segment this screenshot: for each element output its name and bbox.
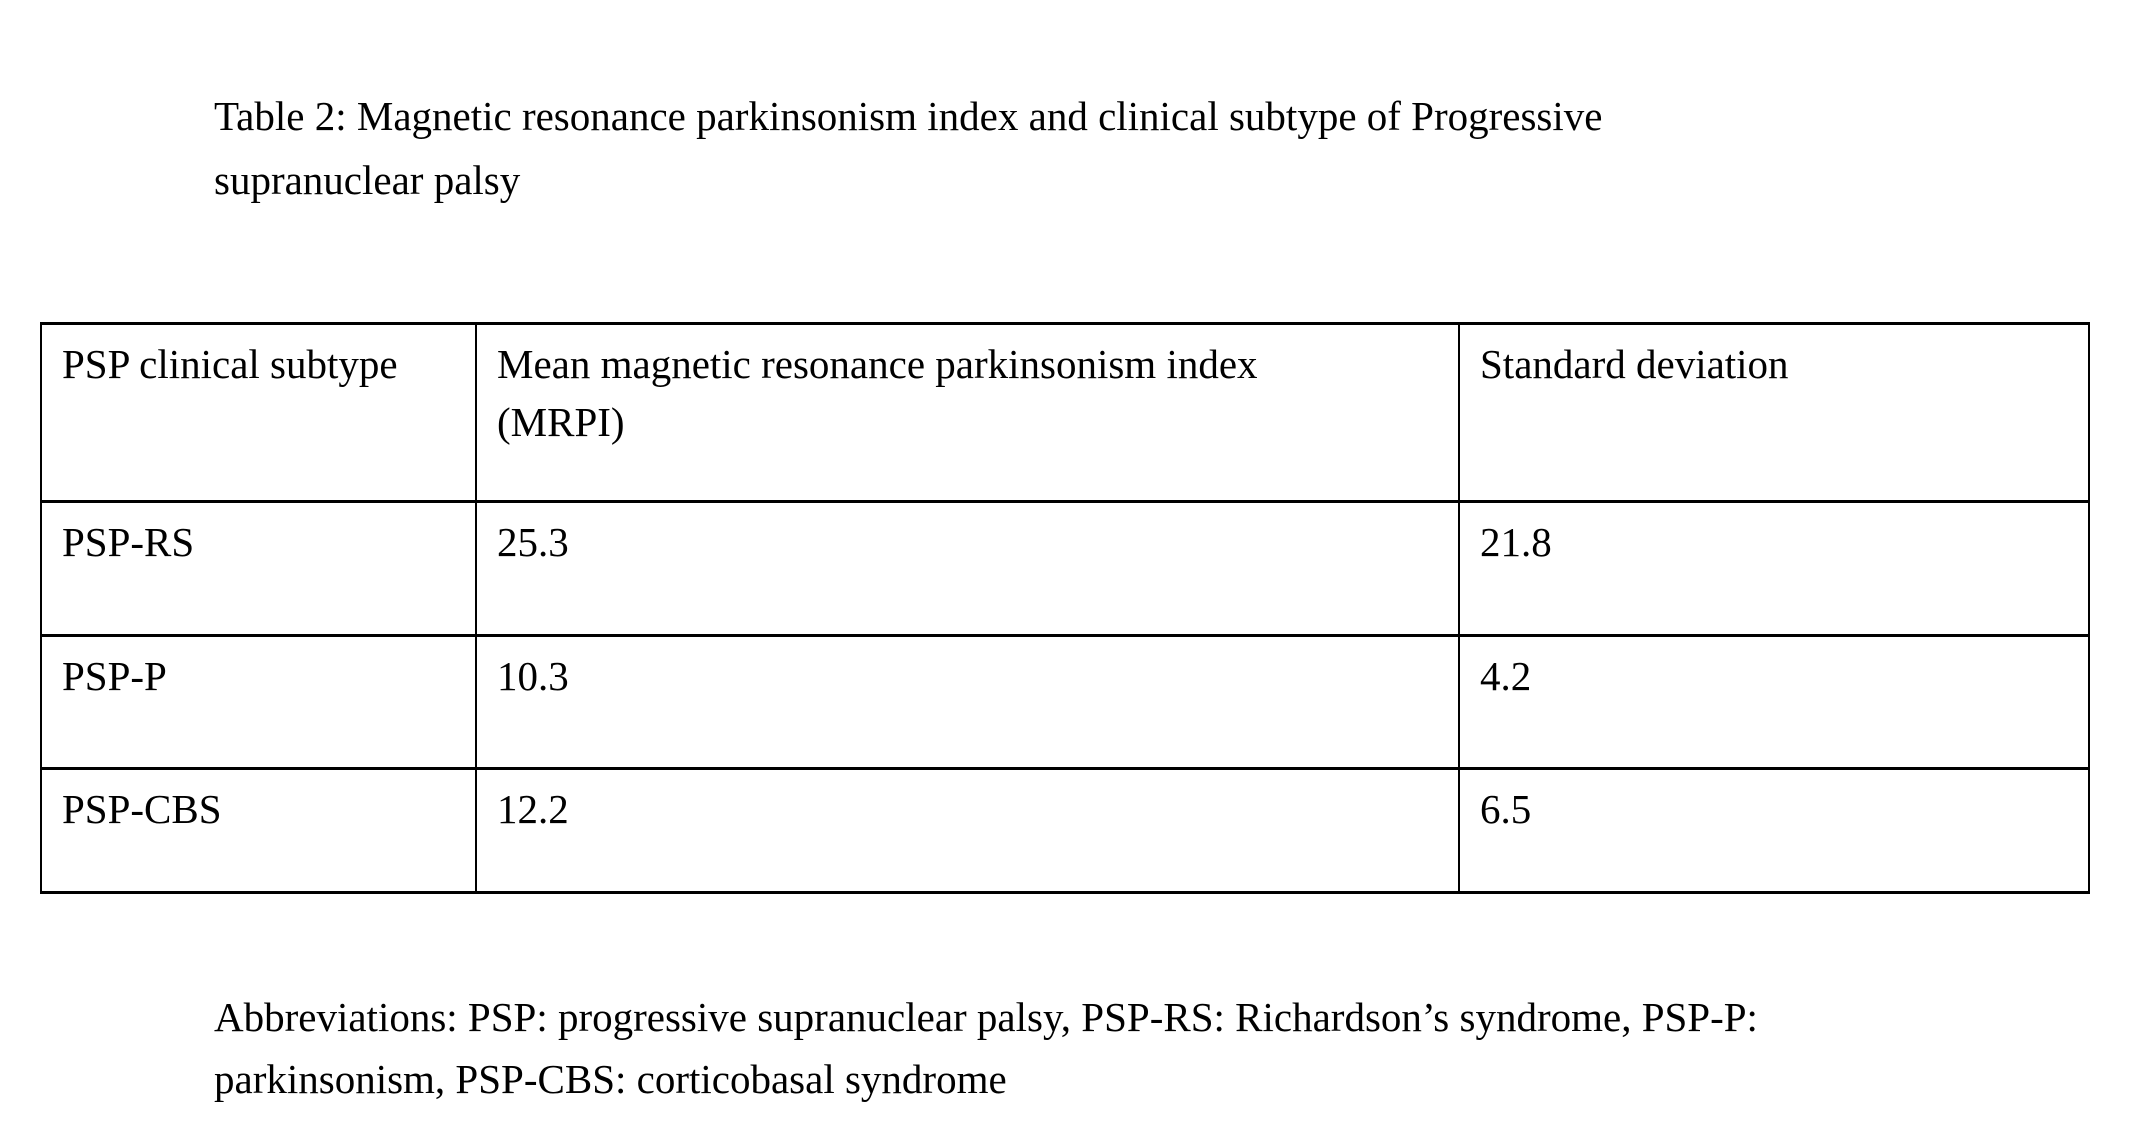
table-header-row: PSP clinical subtype Mean magnetic reson…	[40, 322, 2090, 503]
column-header-mrpi: Mean magnetic resonance parkinsonism ind…	[475, 322, 1460, 503]
cell-mrpi: 10.3	[475, 634, 1460, 770]
cell-subtype: PSP-P	[40, 634, 477, 770]
cell-sd: 21.8	[1458, 500, 2090, 637]
cell-subtype: PSP-CBS	[40, 767, 477, 894]
mrpi-table: PSP clinical subtype Mean magnetic reson…	[40, 322, 2090, 894]
cell-mrpi: 12.2	[475, 767, 1460, 894]
cell-sd: 4.2	[1458, 634, 2090, 770]
abbreviations-note: Abbreviations: PSP: progressive supranuc…	[214, 994, 1758, 1102]
cell-subtype: PSP-RS	[40, 500, 477, 637]
table-row-psp-cbs: PSP-CBS 12.2 6.5	[40, 767, 2090, 894]
table-caption: Table 2: Magnetic resonance parkinsonism…	[214, 93, 1603, 203]
cell-mrpi: 25.3	[475, 500, 1460, 637]
table-row-psp-rs: PSP-RS 25.3 21.8	[40, 500, 2090, 637]
table-row-psp-p: PSP-P 10.3 4.2	[40, 634, 2090, 770]
cell-sd: 6.5	[1458, 767, 2090, 894]
column-header-sd: Standard deviation	[1458, 322, 2090, 503]
column-header-subtype: PSP clinical subtype	[40, 322, 477, 503]
